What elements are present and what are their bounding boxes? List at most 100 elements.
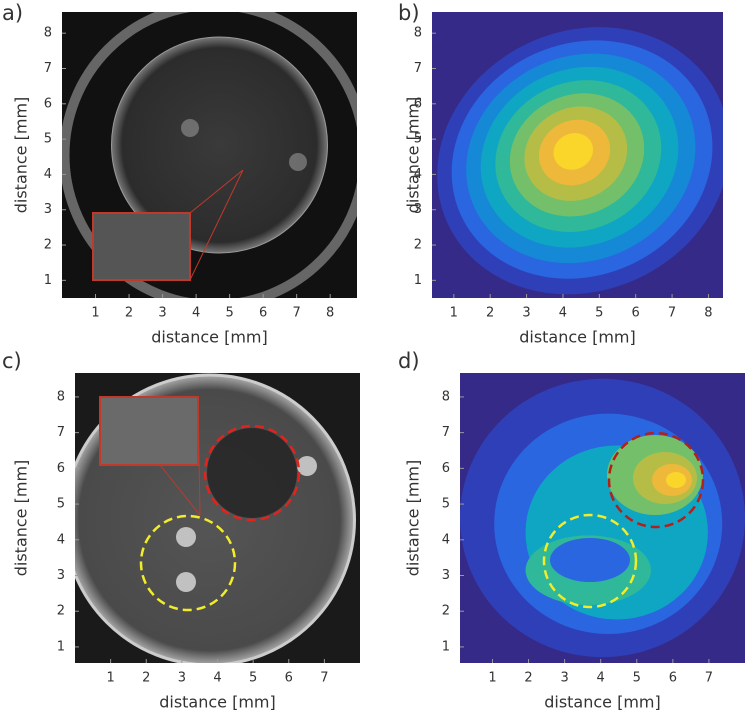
plot-area [432, 12, 723, 298]
panel: 1 2 3 4 5 6 7 8 1 2 3 4 5 6 7 8 distance [mm] distance [m… [398, 1, 723, 347]
x-tick-label: 2 [125, 306, 133, 321]
spot [297, 456, 317, 476]
x-tick-label: 5 [249, 671, 257, 686]
y-tick-label: 1 [442, 639, 450, 654]
x-tick-label: 5 [633, 671, 641, 686]
y-tick-label: 4 [442, 532, 450, 547]
y-tick-label: 3 [442, 568, 450, 583]
x-tick-label: 7 [320, 671, 328, 686]
y-tick-label: 1 [44, 273, 52, 288]
panel-label: c) [2, 349, 22, 373]
plot-area [75, 373, 360, 663]
x-tick-label: 4 [213, 671, 221, 686]
y-tick-label: 3 [57, 568, 65, 583]
y-tick-label: 8 [414, 26, 422, 41]
y-tick-label: 2 [57, 604, 65, 619]
y-tick-label: 7 [57, 425, 65, 440]
x-tick-label: 3 [178, 671, 186, 686]
panel: 1 2 3 4 5 6 7 1 2 3 4 5 6 7 8 distance [mm] distance [mm… [398, 349, 745, 712]
dark-region [207, 428, 297, 518]
spot [181, 119, 199, 137]
x-tick-label: 2 [524, 671, 532, 686]
x-tick-label: 6 [259, 306, 267, 321]
x-axis-label: distance [mm] [159, 693, 276, 712]
x-tick-label: 8 [704, 306, 712, 321]
y-tick-label: 7 [414, 61, 422, 76]
x-tick-label: 3 [522, 306, 530, 321]
y-tick-label: 2 [442, 604, 450, 619]
x-tick-label: 1 [91, 306, 99, 321]
outer-ring [62, 12, 357, 298]
contour-level [553, 132, 594, 170]
x-tick-label: 6 [669, 671, 677, 686]
y-tick-label: 5 [57, 497, 65, 512]
x-tick-label: 6 [632, 306, 640, 321]
y-tick-label: 8 [57, 389, 65, 404]
plot-area [460, 373, 745, 663]
y-tick-label: 4 [44, 167, 52, 182]
sample-disc [111, 36, 328, 254]
inset [99, 396, 199, 466]
x-tick-label: 3 [560, 671, 568, 686]
y-axis-label: distance [mm] [404, 97, 423, 214]
spot [289, 153, 307, 171]
region-circle-red [607, 431, 705, 529]
y-axis-label: distance [mm] [12, 97, 31, 214]
x-tick-label: 1 [450, 306, 458, 321]
spot [176, 527, 196, 547]
panel: 1 2 3 4 5 6 7 8 1 2 3 4 5 6 7 8 distance [mm] distance [m… [2, 1, 357, 347]
x-tick-label: 1 [488, 671, 496, 686]
spot [176, 572, 196, 592]
x-axis-label: distance [mm] [519, 328, 636, 347]
x-tick-label: 8 [326, 306, 334, 321]
plot-area [62, 12, 357, 298]
x-tick-label: 1 [106, 671, 114, 686]
x-axis-label: distance [mm] [544, 693, 661, 712]
x-tick-label: 3 [158, 306, 166, 321]
x-tick-label: 6 [285, 671, 293, 686]
y-tick-label: 3 [414, 202, 422, 217]
y-tick-label: 1 [57, 639, 65, 654]
x-tick-label: 4 [192, 306, 200, 321]
y-tick-label: 4 [414, 167, 422, 182]
y-tick-label: 2 [414, 238, 422, 253]
y-axis-label: distance [mm] [404, 460, 423, 577]
y-tick-label: 8 [442, 389, 450, 404]
x-tick-label: 2 [486, 306, 494, 321]
x-tick-label: 5 [595, 306, 603, 321]
x-axis-label: distance [mm] [151, 328, 268, 347]
region-circle-yellow [542, 513, 638, 609]
y-tick-label: 6 [57, 461, 65, 476]
y-tick-label: 7 [44, 61, 52, 76]
x-tick-label: 5 [225, 306, 233, 321]
low-region [550, 538, 630, 582]
y-tick-label: 6 [44, 96, 52, 111]
y-axis-label: distance [mm] [12, 460, 31, 577]
y-tick-label: 3 [44, 202, 52, 217]
x-tick-label: 4 [597, 671, 605, 686]
y-tick-label: 7 [442, 425, 450, 440]
panel-label: b) [398, 1, 420, 25]
panel-label: d) [398, 349, 420, 373]
region-circle-yellow [139, 514, 237, 612]
x-tick-label: 4 [559, 306, 567, 321]
inset [92, 212, 191, 281]
y-tick-label: 4 [57, 532, 65, 547]
panel: 1 2 3 4 5 6 7 1 2 3 4 5 6 7 8 distance [mm] distance [mm… [2, 349, 360, 712]
y-tick-label: 6 [414, 96, 422, 111]
y-tick-label: 6 [442, 461, 450, 476]
y-tick-label: 1 [414, 273, 422, 288]
contour-level [666, 472, 686, 488]
y-tick-label: 5 [414, 132, 422, 147]
y-tick-label: 5 [442, 497, 450, 512]
x-tick-label: 2 [142, 671, 150, 686]
x-tick-label: 7 [705, 671, 713, 686]
region-circle-red [203, 424, 301, 522]
y-tick-label: 2 [44, 238, 52, 253]
x-tick-label: 7 [293, 306, 301, 321]
x-tick-label: 7 [668, 306, 676, 321]
y-tick-label: 8 [44, 26, 52, 41]
panel-label: a) [2, 1, 23, 25]
y-tick-label: 5 [44, 132, 52, 147]
